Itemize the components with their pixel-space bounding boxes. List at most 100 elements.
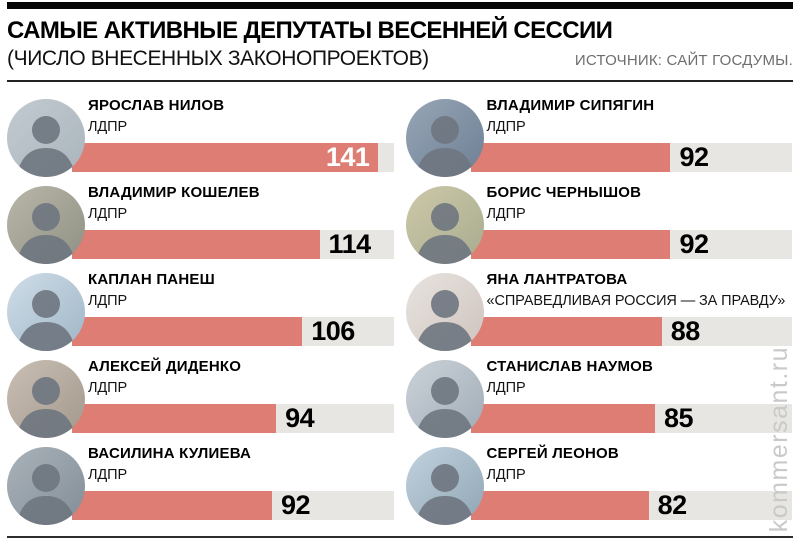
deputy-photo	[405, 446, 484, 525]
deputy-row: КАПЛАН ПАНЕШ ЛДПР 106	[7, 266, 395, 353]
bar-track: 92	[470, 141, 792, 172]
deputy-name: СЕРГЕЙ ЛЕОНОВ	[486, 444, 619, 462]
deputy-party: ЛДПР	[486, 379, 526, 396]
deputy-text-block: ВЛАДИМИР СИПЯГИН ЛДПР	[487, 97, 794, 136]
bar-value: 94	[285, 402, 315, 433]
deputy-text-block: ЯРОСЛАВ НИЛОВ ЛДПР	[88, 97, 395, 136]
deputy-text-block: СЕРГЕЙ ЛЕОНОВ ЛДПР	[487, 445, 794, 484]
person-silhouette-icon	[16, 202, 76, 264]
deputy-party: ЛДПР	[88, 205, 128, 222]
deputy-name: СТАНИСЛАВ НАУМОВ	[486, 357, 654, 375]
person-silhouette-icon	[16, 463, 76, 525]
deputy-party: «СПРАВЕДЛИВАЯ РОССИЯ — ЗА ПРАВДУ»	[486, 292, 786, 309]
top-black-bar	[7, 2, 793, 9]
deputy-photo	[405, 185, 484, 264]
bar-value: 88	[670, 315, 701, 346]
bar-value: 92	[679, 141, 709, 172]
bar-track: 106	[72, 315, 394, 346]
deputy-row: АЛЕКСЕЙ ДИДЕНКО ЛДПР 94	[7, 353, 395, 440]
deputy-name: ВАСИЛИНА КУЛИЕВА	[88, 444, 252, 462]
bar-value: 92	[679, 228, 709, 259]
deputy-row: ВАСИЛИНА КУЛИЕВА ЛДПР 92	[7, 440, 395, 527]
person-silhouette-icon	[414, 463, 475, 525]
bar-fill	[470, 142, 671, 172]
deputy-name: ВЛАДИМИР КОШЕЛЕВ	[88, 183, 260, 201]
deputy-photo	[405, 98, 484, 177]
bar-fill: 141	[72, 142, 379, 172]
person-silhouette-icon	[16, 289, 76, 351]
deputy-party: ЛДПР	[486, 466, 526, 483]
bar-fill	[72, 403, 277, 433]
person-silhouette-icon	[414, 376, 475, 438]
bar-track: 94	[72, 402, 394, 433]
deputy-text-block: БОРИС ЧЕРНЫШОВ ЛДПР	[487, 184, 794, 223]
source-label: ИСТОЧНИК: САЙТ ГОСДУМЫ.	[574, 51, 793, 69]
deputy-text-block: ЯНА ЛАНТРАТОВА «СПРАВЕДЛИВАЯ РОССИЯ — ЗА …	[487, 271, 794, 310]
deputy-row: БОРИС ЧЕРНЫШОВ ЛДПР 92	[405, 179, 794, 266]
deputy-photo	[7, 272, 85, 351]
bottom-divider	[7, 535, 793, 538]
bar-fill	[470, 403, 656, 433]
deputy-photo	[7, 98, 85, 177]
bar-value: 114	[328, 228, 372, 259]
deputy-photo	[405, 272, 484, 351]
person-silhouette-icon	[414, 115, 475, 177]
deputy-row: ВЛАДИМИР КОШЕЛЕВ ЛДПР 114	[7, 179, 395, 266]
page-subtitle: (ЧИСЛО ВНЕСЕННЫХ ЗАКОНОПРОЕКТОВ)	[7, 46, 429, 70]
deputy-party: ЛДПР	[88, 118, 128, 135]
deputy-name: БОРИС ЧЕРНЫШОВ	[486, 183, 642, 201]
watermark: kommersant.ru	[765, 345, 793, 532]
bar-fill	[470, 316, 662, 346]
bar-track: 114	[72, 228, 394, 259]
deputy-row: ЯРОСЛАВ НИЛОВ ЛДПР 141	[7, 92, 395, 179]
deputy-photo	[7, 359, 85, 438]
deputy-row: ЯНА ЛАНТРАТОВА «СПРАВЕДЛИВАЯ РОССИЯ — ЗА …	[405, 266, 794, 353]
deputy-name: АЛЕКСЕЙ ДИДЕНКО	[88, 357, 242, 375]
deputy-row: СТАНИСЛАВ НАУМОВ ЛДПР 85	[405, 353, 794, 440]
deputy-party: ЛДПР	[486, 118, 526, 135]
deputy-party: ЛДПР	[88, 292, 128, 309]
bar-fill	[72, 229, 320, 259]
deputy-name: ВЛАДИМИР СИПЯГИН	[486, 96, 655, 114]
deputy-photo	[7, 446, 85, 525]
person-silhouette-icon	[414, 202, 475, 264]
deputy-party: ЛДПР	[486, 205, 526, 222]
bar-track: 85	[470, 402, 792, 433]
bar-track: 82	[470, 489, 792, 520]
bar-fill	[72, 490, 272, 520]
bar-fill	[470, 490, 649, 520]
bar-track: 88	[470, 315, 792, 346]
header-divider	[7, 79, 793, 82]
deputy-photo	[7, 185, 85, 264]
bar-value: 106	[311, 315, 355, 346]
bar-value: 92	[280, 489, 311, 520]
bar-fill	[470, 229, 671, 259]
deputy-row: СЕРГЕЙ ЛЕОНОВ ЛДПР 82	[405, 440, 794, 527]
bar-fill	[72, 316, 303, 346]
deputy-name: ЯРОСЛАВ НИЛОВ	[88, 96, 225, 114]
deputy-text-block: ВАСИЛИНА КУЛИЕВА ЛДПР	[88, 445, 395, 484]
subtitle-row: (ЧИСЛО ВНЕСЕННЫХ ЗАКОНОПРОЕКТОВ) ИСТОЧНИ…	[7, 47, 793, 71]
person-silhouette-icon	[16, 376, 76, 438]
deputy-name: ЯНА ЛАНТРАТОВА	[486, 270, 628, 288]
person-silhouette-icon	[16, 115, 76, 177]
deputy-row: ВЛАДИМИР СИПЯГИН ЛДПР 92	[405, 92, 794, 179]
header: САМЫЕ АКТИВНЫЕ ДЕПУТАТЫ ВЕСЕННЕЙ СЕССИИ …	[7, 18, 793, 71]
bar-value: 82	[657, 489, 688, 520]
person-silhouette-icon	[414, 289, 475, 351]
bar-track: 92	[72, 489, 394, 520]
deputy-name: КАПЛАН ПАНЕШ	[88, 270, 215, 288]
deputy-text-block: КАПЛАН ПАНЕШ ЛДПР	[88, 271, 395, 310]
bar-value: 85	[664, 402, 694, 433]
deputy-party: ЛДПР	[88, 379, 128, 396]
bar-track: 92	[470, 228, 792, 259]
deputy-party: ЛДПР	[88, 466, 128, 483]
deputies-chart: ЯРОСЛАВ НИЛОВ ЛДПР 141 ВЛАДИМИР СИПЯГИН ЛДПР…	[7, 92, 793, 527]
deputy-text-block: ВЛАДИМИР КОШЕЛЕВ ЛДПР	[88, 184, 395, 223]
deputy-photo	[405, 359, 484, 438]
deputy-text-block: АЛЕКСЕЙ ДИДЕНКО ЛДПР	[88, 358, 395, 397]
page-title: САМЫЕ АКТИВНЫЕ ДЕПУТАТЫ ВЕСЕННЕЙ СЕССИИ	[7, 17, 613, 44]
bar-track: 141	[72, 142, 394, 172]
deputy-text-block: СТАНИСЛАВ НАУМОВ ЛДПР	[487, 358, 794, 397]
